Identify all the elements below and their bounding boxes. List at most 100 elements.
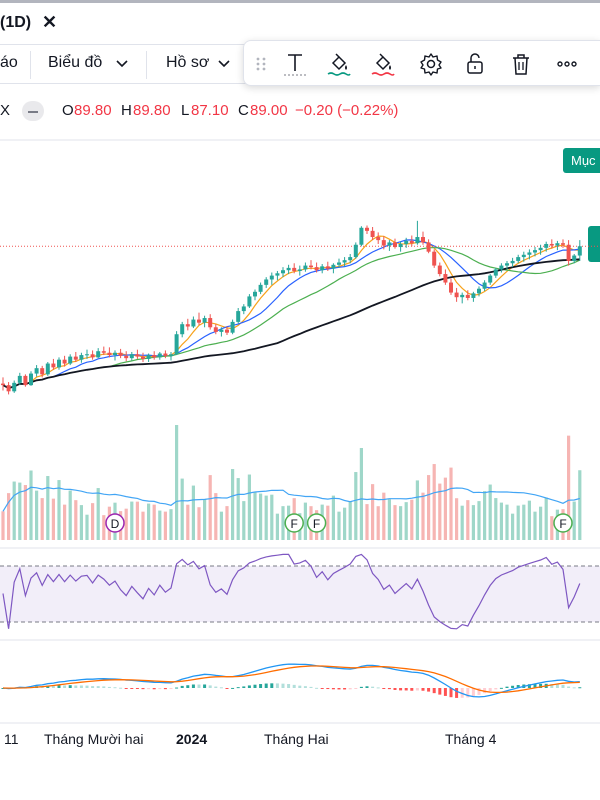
drawing-toolbar: [243, 40, 600, 86]
macd-histogram-bar: [51, 685, 55, 688]
candle-body: [118, 352, 123, 356]
volume-bar: [432, 464, 436, 540]
volume-bar: [550, 516, 554, 540]
high-value: 89.80: [133, 102, 171, 119]
volume-bar: [175, 425, 179, 540]
macd-histogram-bar: [102, 686, 106, 688]
macd-histogram-bar: [572, 687, 576, 689]
volume-bar: [331, 495, 335, 540]
line-color-icon[interactable]: [370, 51, 396, 77]
candle-body: [465, 294, 470, 298]
candle-body: [477, 288, 481, 294]
macd-histogram-bar: [298, 685, 302, 688]
candle-body: [314, 267, 319, 271]
event-marker-label: F: [313, 517, 320, 531]
unlock-icon[interactable]: [462, 51, 488, 77]
volume-bar: [578, 470, 582, 540]
candle-body: [247, 296, 252, 307]
macd-histogram-bar: [315, 687, 319, 689]
volume-bar: [236, 478, 240, 540]
candle-body: [1, 383, 5, 386]
more-icon[interactable]: [554, 51, 580, 77]
volume-bar: [303, 502, 307, 540]
candle-body: [197, 319, 201, 323]
volume-bar: [147, 503, 151, 540]
macd-histogram-bar: [242, 686, 246, 688]
symbol-close-icon[interactable]: X: [0, 102, 11, 119]
candle-body: [387, 242, 392, 246]
close-value: 89.00: [250, 102, 288, 119]
macd-histogram-bar: [371, 686, 375, 688]
macd-histogram-bar: [253, 684, 257, 688]
candle-body: [202, 318, 207, 323]
profile-menu-button[interactable]: Hồ sơ: [166, 54, 210, 71]
macd-histogram-bar: [399, 688, 403, 691]
candle-body: [208, 318, 213, 328]
volume-bar: [527, 500, 531, 540]
macd-histogram-bar: [147, 688, 151, 690]
volume-bar: [135, 501, 139, 540]
volume-bar: [96, 488, 100, 540]
macd-histogram-bar: [219, 687, 223, 689]
macd-histogram-bar: [264, 683, 268, 688]
macd-histogram-bar: [382, 688, 386, 689]
candle-body: [107, 352, 112, 356]
candle-body: [320, 266, 325, 271]
volume-bar: [427, 475, 431, 540]
close-icon[interactable]: ✕: [42, 12, 58, 32]
candle-body: [527, 252, 532, 255]
candle-body: [68, 356, 73, 364]
macd-histogram-bar: [130, 688, 134, 689]
volume-bar: [12, 481, 16, 540]
candle-body: [505, 263, 509, 266]
alerts-button[interactable]: áo: [0, 54, 18, 71]
candle-body: [90, 354, 95, 358]
high-label: H: [121, 102, 132, 119]
price-tag: [588, 226, 600, 262]
time-axis-label: 2024: [176, 731, 208, 747]
macd-histogram-bar: [511, 685, 515, 688]
moving-average-line: [2, 239, 580, 389]
candle-body: [286, 267, 291, 271]
candle-body: [544, 243, 549, 248]
volume-bar: [455, 498, 459, 540]
close-label: C: [238, 102, 249, 119]
fill-bucket-icon[interactable]: [326, 51, 352, 77]
chevron-down-icon[interactable]: [218, 59, 230, 69]
volume-bar: [410, 499, 414, 540]
macd-histogram-bar: [259, 684, 263, 688]
volume-bar: [74, 500, 78, 540]
volume-ma-line: [2, 486, 580, 512]
macd-histogram-bar: [275, 683, 279, 688]
signal-line: [2, 665, 580, 694]
volume-bar: [343, 507, 347, 540]
chevron-down-icon[interactable]: [116, 59, 128, 69]
open-value: 89.80: [74, 102, 112, 119]
volume-bar: [460, 505, 464, 540]
macd-histogram-bar: [152, 688, 156, 690]
chart-menu-button[interactable]: Biểu đồ: [48, 54, 103, 71]
tab-title[interactable]: (1D): [0, 14, 32, 31]
gear-icon[interactable]: [418, 51, 444, 77]
candle-body: [337, 262, 341, 265]
target-badge[interactable]: Mục: [563, 148, 600, 173]
text-icon[interactable]: [282, 51, 308, 77]
candle-body: [437, 265, 442, 275]
macd-histogram-bar: [124, 688, 128, 689]
drag-handle-icon[interactable]: [248, 51, 274, 77]
candle-body: [96, 351, 101, 358]
macd-histogram-bar: [113, 687, 117, 689]
event-marker: [105, 513, 125, 533]
macd-histogram-bar: [404, 688, 408, 691]
candle-body: [45, 363, 50, 375]
macd-histogram-bar: [236, 687, 240, 689]
candle-body: [174, 334, 179, 355]
volume-bar: [46, 476, 50, 540]
toolbar-divider: [30, 51, 31, 79]
macd-histogram-bar: [292, 684, 296, 688]
candle-body: [225, 329, 229, 333]
trash-icon[interactable]: [508, 51, 534, 77]
volume-bar: [404, 502, 408, 540]
